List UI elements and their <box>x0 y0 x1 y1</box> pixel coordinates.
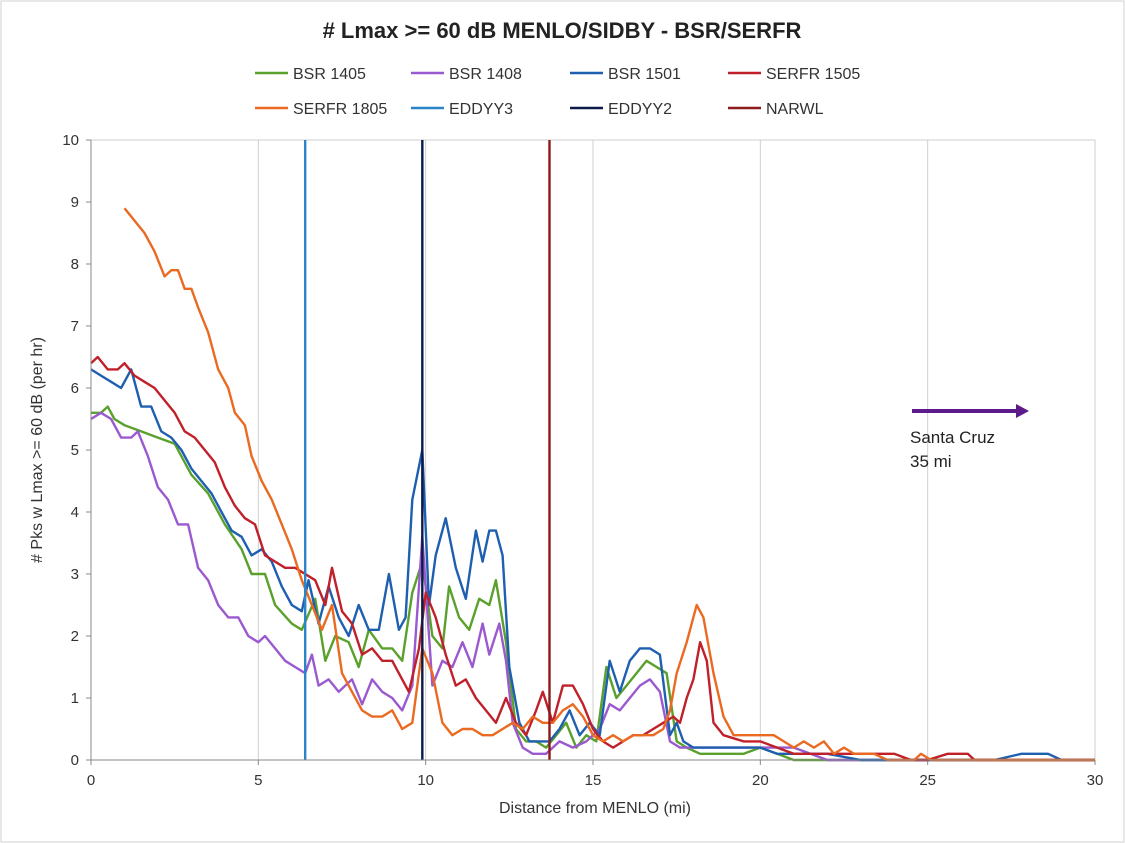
legend-label: NARWL <box>766 101 824 118</box>
y-tick-label: 4 <box>71 504 79 521</box>
legend-label: EDDYY2 <box>608 101 672 118</box>
arrow-right-icon <box>1016 404 1029 418</box>
annotation-line1: Santa Cruz <box>910 428 995 447</box>
series-layer <box>90 207 1095 762</box>
legend: BSR 1405 BSR 1408 BSR 1501 SERFR 1505 SERFR … <box>255 66 860 118</box>
annotation: Santa Cruz 35 mi <box>910 404 1029 471</box>
series-line-5 <box>123 207 1095 762</box>
x-tick-label: 15 <box>585 772 602 789</box>
y-axis-label: # Pks w Lmax >= 60 dB (per hr) <box>29 337 46 563</box>
x-tick-label: 20 <box>752 772 769 789</box>
legend-label: SERFR 1805 <box>293 101 387 118</box>
y-tick-label: 7 <box>71 318 79 335</box>
x-axis-label: Distance from MENLO (mi) <box>499 800 691 817</box>
legend-label: BSR 1408 <box>449 66 522 83</box>
series-line-1 <box>91 405 1095 762</box>
legend-label: EDDYY3 <box>449 101 513 118</box>
y-tick-label: 9 <box>71 194 79 211</box>
legend-label: BSR 1501 <box>608 66 681 83</box>
x-tick-label: 0 <box>87 772 95 789</box>
y-axis-ticks: 0 1 2 3 4 5 6 7 8 9 10 <box>62 132 91 769</box>
x-tick-label: 10 <box>417 772 434 789</box>
legend-label: BSR 1405 <box>293 66 366 83</box>
y-tick-label: 6 <box>71 380 79 397</box>
y-tick-label: 3 <box>71 566 79 583</box>
y-tick-label: 5 <box>71 442 79 459</box>
y-tick-label: 2 <box>71 628 79 645</box>
series-line-4 <box>90 355 1095 762</box>
series-line-3 <box>90 368 1095 762</box>
x-tick-label: 25 <box>919 772 936 789</box>
y-tick-label: 0 <box>71 752 79 769</box>
y-tick-label: 10 <box>62 132 79 149</box>
legend-label: SERFR 1505 <box>766 66 860 83</box>
x-tick-label: 5 <box>254 772 262 789</box>
series-line-2 <box>90 411 1095 762</box>
x-axis-ticks: 0 5 10 15 20 25 30 <box>87 760 1104 789</box>
y-tick-label: 1 <box>71 690 79 707</box>
chart-title: # Lmax >= 60 dB MENLO/SIDBY - BSR/SERFR <box>323 18 802 43</box>
y-tick-label: 8 <box>71 256 79 273</box>
annotation-line2: 35 mi <box>910 452 952 471</box>
reference-lines <box>303 140 551 760</box>
x-tick-label: 30 <box>1087 772 1104 789</box>
